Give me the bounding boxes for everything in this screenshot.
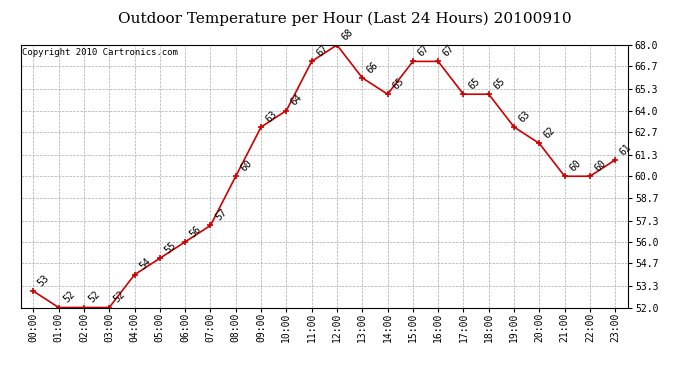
Text: 52: 52 (87, 290, 102, 305)
Text: 65: 65 (466, 76, 482, 92)
Text: 63: 63 (264, 109, 279, 124)
Text: 62: 62 (542, 125, 558, 141)
Text: 60: 60 (567, 158, 583, 174)
Text: Copyright 2010 Cartronics.com: Copyright 2010 Cartronics.com (22, 48, 178, 57)
Text: 52: 52 (112, 290, 128, 305)
Text: 60: 60 (239, 158, 254, 174)
Text: 67: 67 (315, 43, 330, 58)
Text: 55: 55 (163, 240, 178, 255)
Text: 64: 64 (289, 93, 304, 108)
Text: 65: 65 (391, 76, 406, 92)
Text: 65: 65 (491, 76, 507, 92)
Text: 54: 54 (137, 256, 152, 272)
Text: 68: 68 (339, 27, 355, 42)
Text: 53: 53 (36, 273, 52, 288)
Text: 63: 63 (517, 109, 532, 124)
Text: 61: 61 (618, 142, 633, 157)
Text: 56: 56 (188, 224, 204, 239)
Text: 52: 52 (61, 290, 77, 305)
Text: 67: 67 (441, 43, 456, 58)
Text: 67: 67 (415, 43, 431, 58)
Text: 57: 57 (213, 207, 228, 223)
Text: Outdoor Temperature per Hour (Last 24 Hours) 20100910: Outdoor Temperature per Hour (Last 24 Ho… (118, 11, 572, 26)
Text: 60: 60 (593, 158, 608, 174)
Text: 66: 66 (365, 60, 380, 75)
